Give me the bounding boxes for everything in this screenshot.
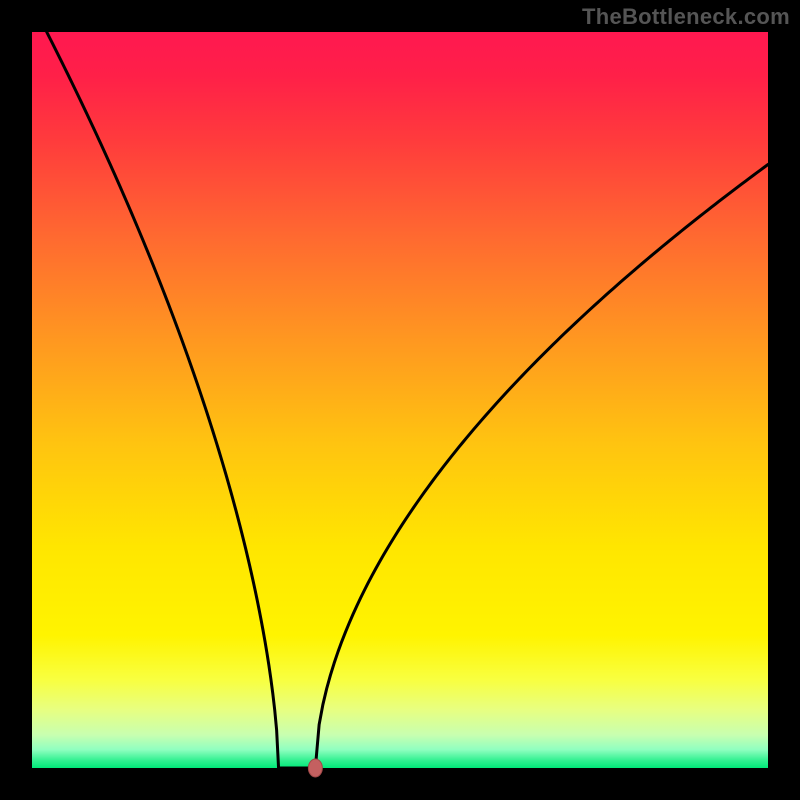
bottleneck-marker xyxy=(308,759,322,777)
bottleneck-curve xyxy=(47,32,768,768)
watermark-text: TheBottleneck.com xyxy=(582,4,790,30)
bottleneck-curve-chart xyxy=(0,0,800,800)
chart-container: TheBottleneck.com xyxy=(0,0,800,800)
